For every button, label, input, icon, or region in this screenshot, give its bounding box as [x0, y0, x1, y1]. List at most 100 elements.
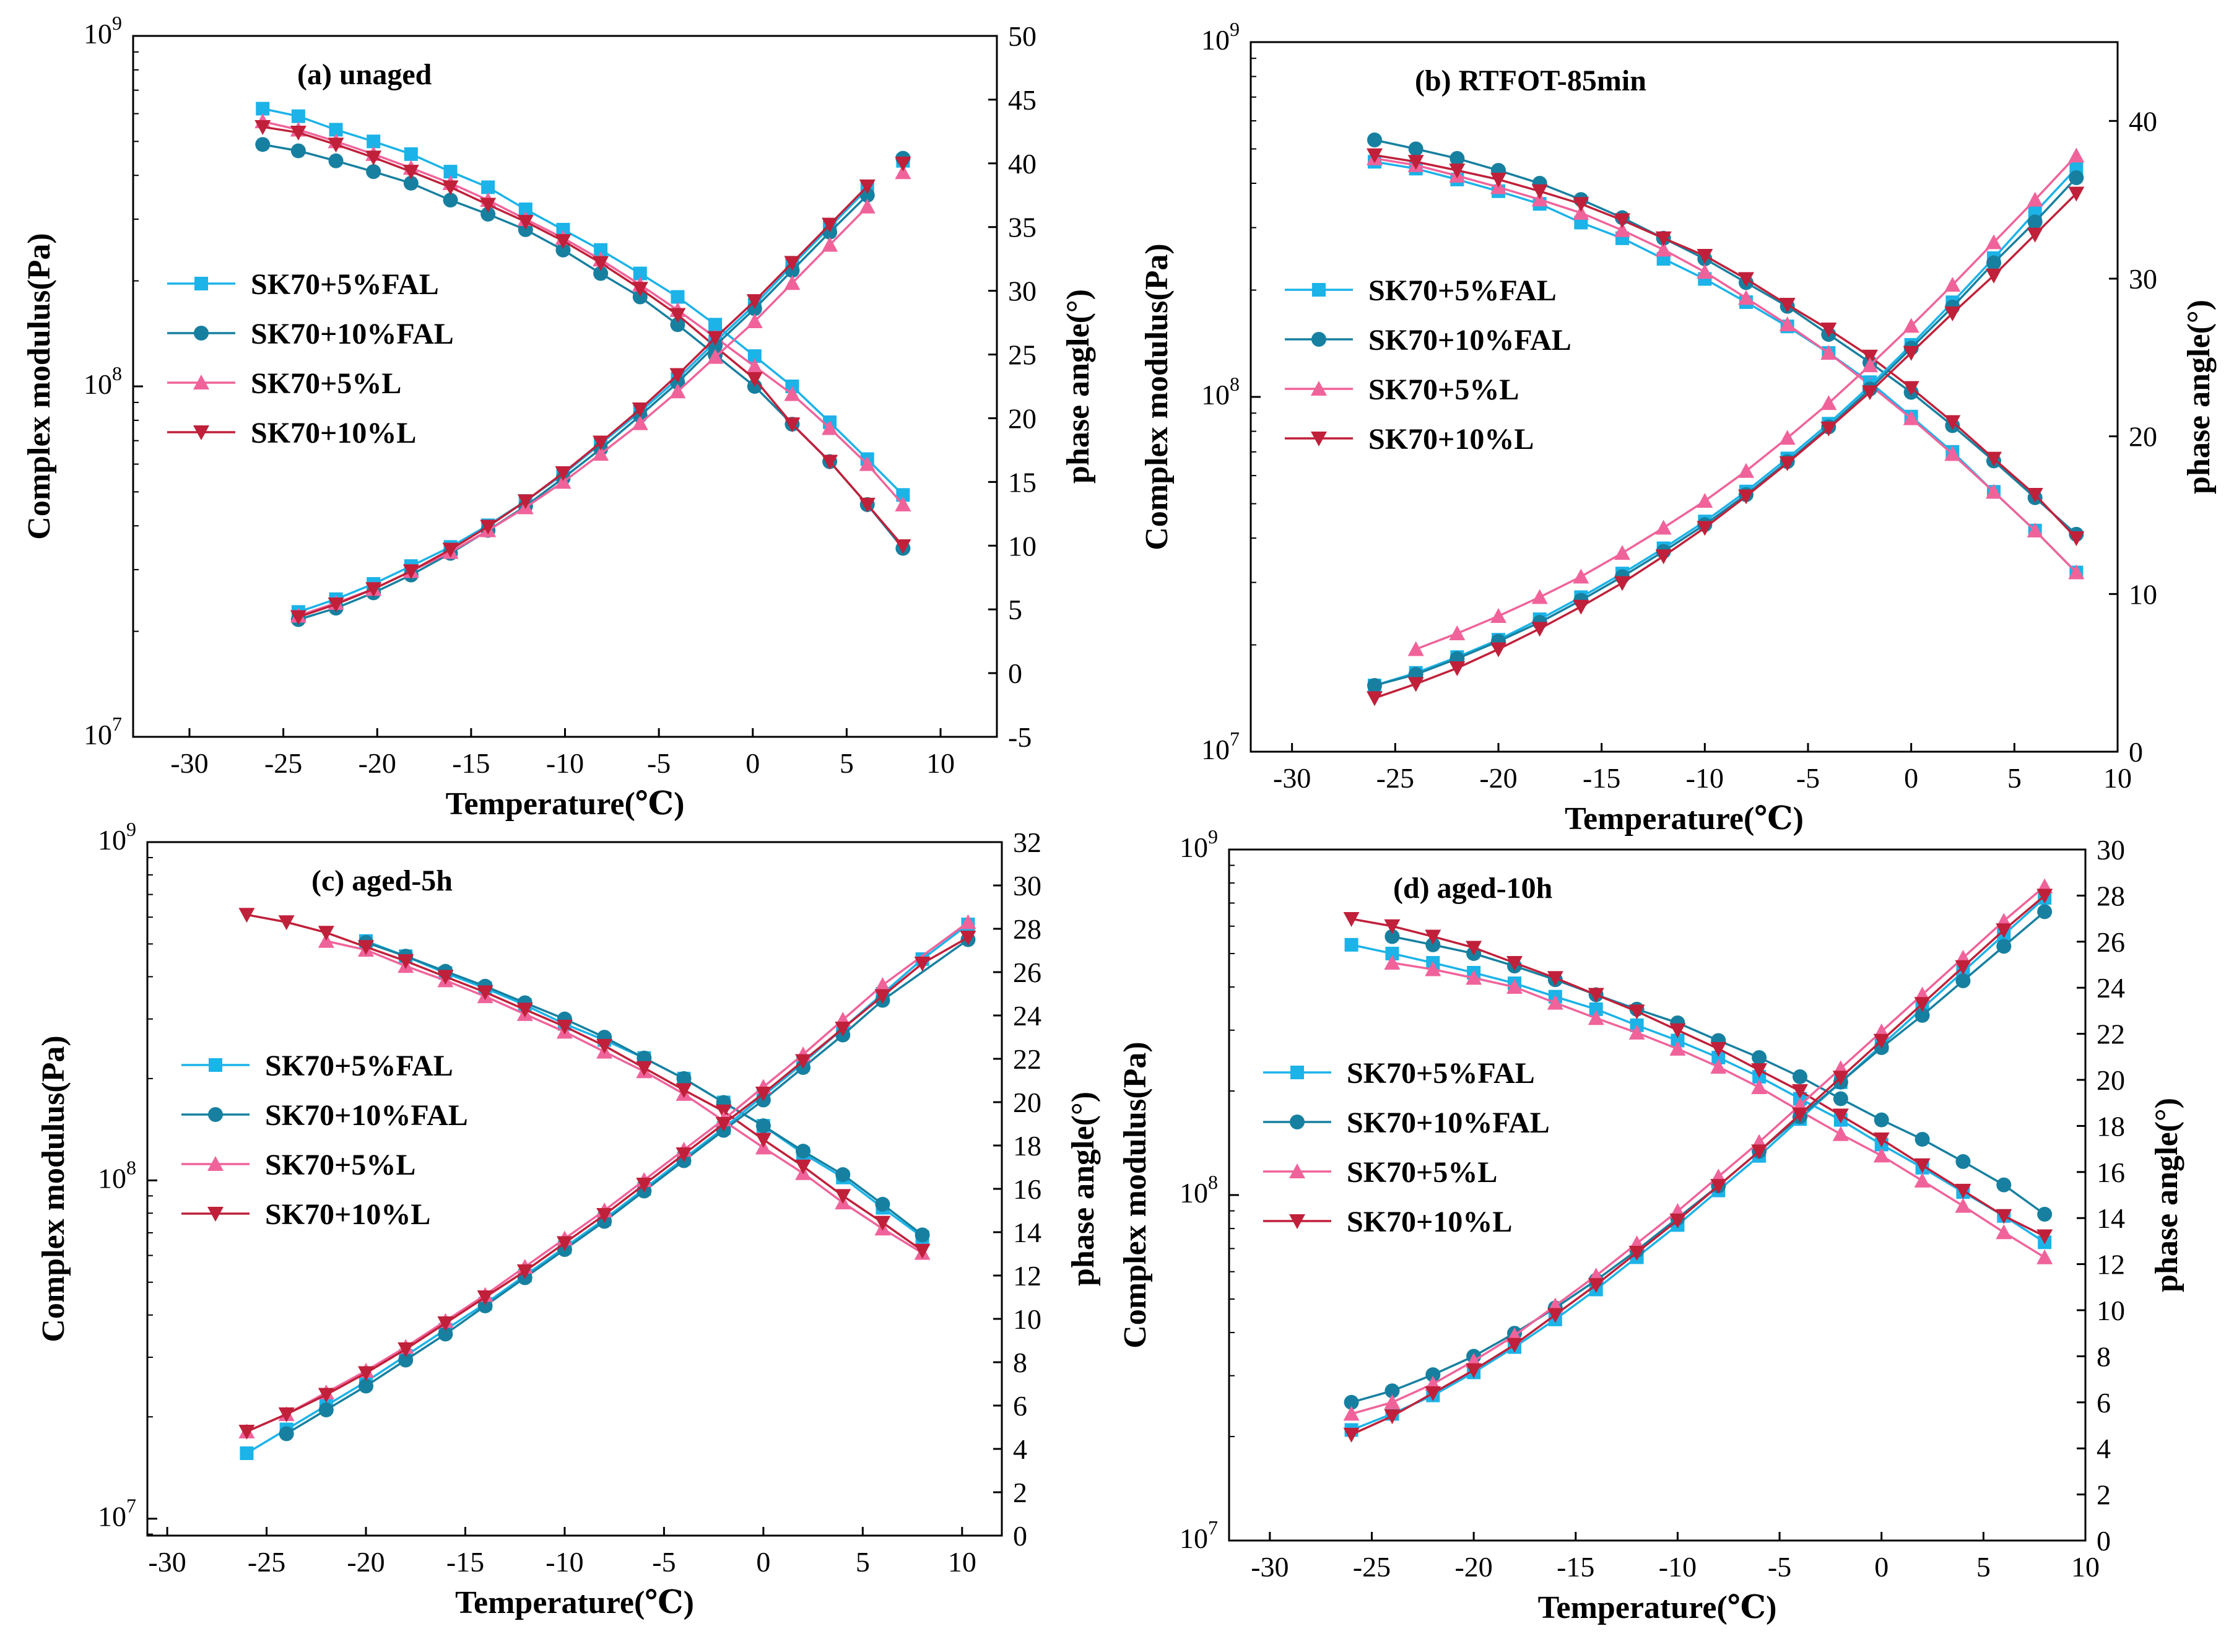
phase-point: [1628, 1246, 1645, 1261]
y-right-axis-title: phase angle(°): [1066, 1092, 1101, 1286]
legend-marker: [1311, 332, 1326, 347]
y-left-tick-label: 107: [98, 1495, 136, 1532]
phase-point: [1425, 1367, 1441, 1383]
modulus-point: [636, 1061, 653, 1076]
modulus-point: [596, 1038, 613, 1054]
y-right-tick-label: 28: [1013, 913, 1041, 945]
phase-point: [1996, 939, 2012, 954]
x-tick-label: -30: [1273, 762, 1311, 794]
modulus-point: [318, 926, 334, 941]
x-tick-label: -10: [546, 747, 584, 779]
phase-point: [1697, 493, 1713, 508]
modulus-point: [1506, 979, 1523, 994]
modulus-point: [795, 1159, 812, 1175]
phase-point: [895, 164, 911, 180]
phase-point: [874, 977, 891, 992]
modulus-point: [632, 289, 648, 305]
legend-label: SK70+10%L: [251, 417, 416, 450]
y-right-tick-label: 4: [1013, 1433, 1027, 1465]
legend-item: SK70+10%FAL: [167, 318, 454, 350]
legend-marker: [207, 1156, 224, 1171]
legend-item: SK70+5%FAL: [1263, 1057, 1535, 1090]
modulus-point: [2068, 564, 2085, 580]
panel-title: (c) aged-5h: [311, 864, 453, 897]
y-right-tick-label: 22: [1013, 1043, 1041, 1075]
phase-point: [477, 1298, 493, 1313]
y-right-tick-label: 6: [1013, 1390, 1027, 1422]
modulus-point: [1873, 1132, 1890, 1147]
panel-title: (b) RTFOT-85min: [1415, 64, 1646, 97]
phase-point: [365, 582, 382, 598]
phase-point: [477, 1290, 493, 1305]
modulus-point: [1751, 1079, 1768, 1095]
phase-point: [755, 1087, 771, 1102]
phase-point: [2037, 904, 2053, 919]
phase-point: [1862, 357, 1878, 373]
legend-marker: [1311, 432, 1327, 446]
x-tick-label: -30: [148, 1546, 186, 1578]
y-right-tick-label: 40: [1008, 148, 1037, 180]
phase-series-sk70-10-l: [895, 156, 911, 172]
legend-marker: [193, 425, 209, 440]
phase-point: [278, 1407, 295, 1422]
x-tick-label: 5: [1976, 1551, 1991, 1583]
phase-line: [246, 921, 969, 1433]
phase-point: [318, 1402, 334, 1417]
panel-title: (a) unaged: [297, 58, 432, 91]
y-left-tick-label: 109: [1180, 825, 1218, 863]
y-right-tick-label: 14: [1013, 1217, 1041, 1248]
modulus-point: [1903, 410, 1919, 425]
y-right-tick-label: 16: [2097, 1157, 2125, 1188]
y-left-tick-label: 107: [84, 713, 122, 750]
phase-point: [707, 349, 724, 364]
y-right-tick-label: 20: [2129, 421, 2157, 453]
y-right-tick-label: 0: [2129, 736, 2143, 768]
x-tick-label: -25: [1376, 762, 1414, 794]
legend-item: SK70+5%FAL: [167, 268, 439, 301]
legend-marker: [208, 1107, 223, 1122]
legend-label: SK70+5%FAL: [265, 1050, 453, 1082]
x-tick-label: -25: [248, 1546, 285, 1578]
phase-point: [480, 520, 497, 535]
y-right-tick-label: 26: [2097, 926, 2125, 958]
modulus-point: [1367, 148, 1383, 163]
modulus-point: [1833, 1091, 1848, 1106]
modulus-series-sk70-10-l: [1343, 911, 2053, 1245]
legend-marker: [1289, 1163, 1305, 1178]
legend-label: SK70+10%FAL: [1368, 324, 1571, 357]
legend-label: SK70+5%FAL: [1347, 1057, 1535, 1090]
phase-point: [1738, 489, 1754, 505]
modulus-point: [254, 120, 271, 135]
phase-point: [1944, 277, 1961, 292]
y-right-tick-label: 12: [2097, 1249, 2125, 1280]
modulus-series-sk70-10-l: [238, 908, 931, 1259]
modulus-point: [1832, 1126, 1849, 1141]
phase-point: [746, 313, 763, 329]
phase-point: [1986, 268, 2002, 284]
y-right-tick-label: 18: [2097, 1110, 2125, 1142]
legend: SK70+5%FAL SK70+10%FAL SK70+5%L SK70+10%L: [167, 268, 454, 450]
modulus-point: [676, 1071, 692, 1086]
phase-point: [318, 1388, 334, 1403]
modulus-line: [1374, 160, 2077, 573]
modulus-point: [1996, 1224, 2012, 1240]
phase-point: [1820, 395, 1837, 411]
modulus-point: [477, 985, 493, 1001]
modulus-series-sk70-5-l: [1384, 954, 2053, 1264]
phase-point: [516, 1264, 533, 1279]
phase-point: [1343, 1427, 1360, 1443]
phase-line: [298, 185, 868, 619]
modulus-line: [1351, 944, 2046, 1243]
y-left-tick-label: 108: [1180, 1171, 1218, 1209]
modulus-point: [593, 266, 609, 281]
phase-point: [2027, 191, 2043, 207]
panel-title: (d) aged-10h: [1393, 872, 1552, 905]
modulus-point: [1466, 941, 1482, 956]
phase-point: [1343, 1406, 1360, 1421]
modulus-point: [1986, 484, 2002, 499]
modulus-point: [1425, 961, 1441, 976]
modulus-point: [859, 456, 876, 471]
modulus-point: [1671, 1033, 1685, 1048]
x-tick-label: -25: [264, 747, 302, 779]
